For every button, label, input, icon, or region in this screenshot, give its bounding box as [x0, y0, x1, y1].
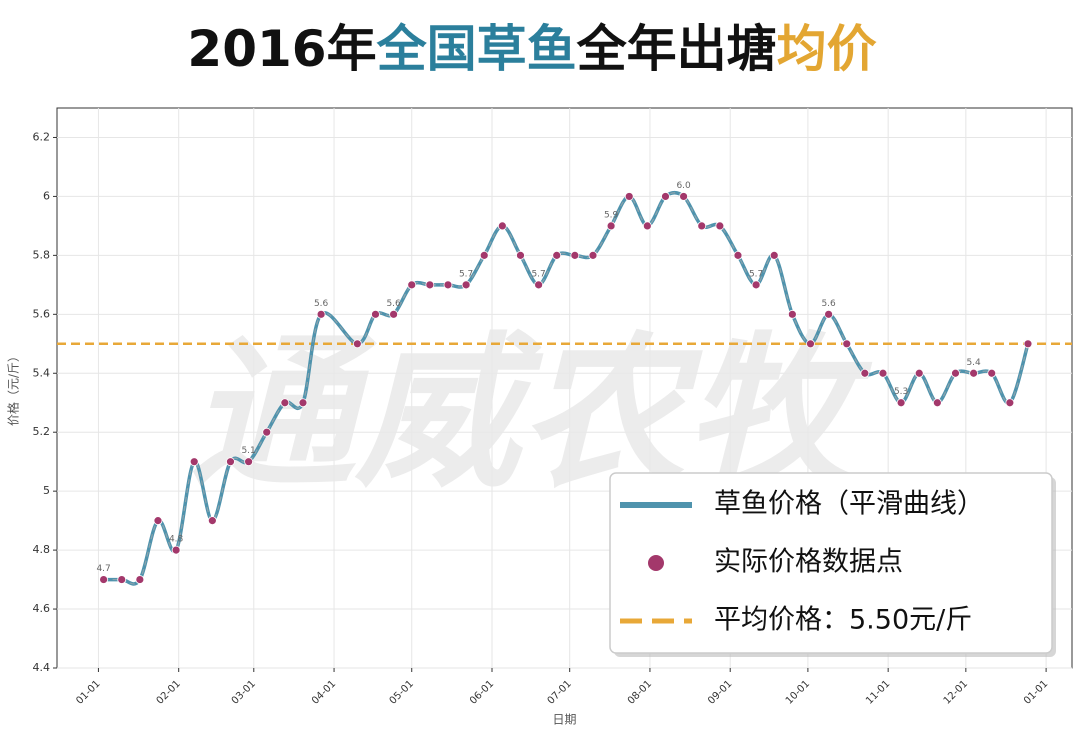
data-point: [860, 368, 870, 378]
data-point: [443, 280, 453, 290]
data-point: [153, 516, 163, 526]
data-point: [824, 309, 834, 319]
value-label: 5.4: [966, 358, 981, 368]
data-point: [733, 250, 743, 260]
data-point: [171, 545, 181, 555]
chart-title: 2016年全国草鱼全年出塘均价: [187, 20, 876, 78]
data-point: [878, 368, 888, 378]
data-point: [407, 280, 417, 290]
title-part: 全年出塘: [576, 20, 777, 78]
value-label: 5.6: [314, 299, 329, 309]
data-point: [661, 192, 670, 201]
data-point: [425, 280, 435, 290]
legend-label: 平均价格：5.50元/斤: [714, 605, 972, 636]
data-point: [642, 221, 652, 231]
data-point: [244, 457, 254, 467]
data-point: [588, 250, 598, 260]
data-point: [280, 398, 290, 408]
data-point: [715, 221, 725, 231]
data-point: [189, 457, 199, 467]
data-point: [207, 516, 217, 526]
data-point: [316, 309, 326, 319]
value-label: 4.7: [96, 564, 110, 574]
value-label: 5.1: [241, 446, 255, 456]
data-point: [842, 339, 852, 349]
y-tick-label: 6: [43, 189, 50, 202]
data-point: [1005, 398, 1015, 408]
data-point: [679, 192, 689, 201]
data-point: [606, 221, 616, 231]
value-label: 5.7: [459, 269, 473, 279]
smooth-line-overlay: [103, 192, 1029, 585]
data-point: [624, 192, 634, 201]
data-point: [298, 398, 308, 408]
value-label: 5.7: [531, 269, 545, 279]
data-point: [497, 221, 507, 231]
data-point: [1023, 339, 1033, 349]
value-label: 5.6: [386, 299, 401, 309]
title-part: 均价: [777, 20, 877, 78]
data-point: [516, 250, 525, 260]
data-point: [117, 575, 127, 584]
value-label: 4.8: [169, 535, 184, 545]
value-label: 5.6: [821, 299, 836, 309]
y-tick-label: 4.8: [33, 543, 51, 556]
data-point: [262, 427, 272, 437]
data-point: [570, 250, 580, 260]
y-tick-label: 5.2: [33, 425, 51, 438]
y-tick-label: 5.4: [33, 366, 51, 379]
data-point: [461, 280, 471, 290]
data-point: [226, 457, 235, 467]
y-tick-label: 5: [43, 484, 50, 497]
data-point: [969, 368, 979, 378]
y-tick-label: 4.4: [33, 661, 51, 674]
data-point: [751, 280, 761, 290]
data-point: [806, 339, 815, 349]
data-point: [896, 398, 906, 408]
data-point: [352, 339, 362, 349]
data-point: [534, 280, 544, 290]
title-part: 2016年: [187, 20, 376, 78]
data-point: [787, 309, 797, 319]
data-point: [371, 309, 380, 319]
data-point: [951, 368, 960, 378]
legend-swatch: [648, 555, 664, 571]
data-point: [987, 368, 997, 378]
data-point: [769, 250, 779, 260]
x-axis-label: 日期: [552, 713, 576, 727]
data-point: [552, 250, 562, 260]
value-label: 5.9: [604, 210, 619, 220]
data-point: [135, 575, 145, 584]
y-tick-label: 4.6: [33, 602, 51, 615]
data-point: [479, 250, 489, 260]
title-part: 全国草鱼: [376, 20, 577, 78]
data-point: [99, 575, 109, 584]
legend-label: 草鱼价格（平滑曲线）: [714, 489, 984, 520]
data-point: [932, 398, 942, 408]
data-point: [914, 368, 924, 378]
data-point: [389, 309, 399, 319]
y-tick-label: 6.2: [33, 130, 51, 143]
data-point: [697, 221, 707, 231]
legend-label: 实际价格数据点: [714, 547, 903, 578]
value-label: 5.7: [749, 269, 763, 279]
y-tick-label: 5.8: [33, 248, 51, 261]
value-label: 6.0: [676, 181, 691, 191]
y-axis-label: 价格（元/斤）: [6, 350, 21, 426]
value-label: 5.3: [894, 387, 908, 397]
y-tick-label: 5.6: [33, 307, 51, 320]
legend-box: [609, 472, 1053, 654]
